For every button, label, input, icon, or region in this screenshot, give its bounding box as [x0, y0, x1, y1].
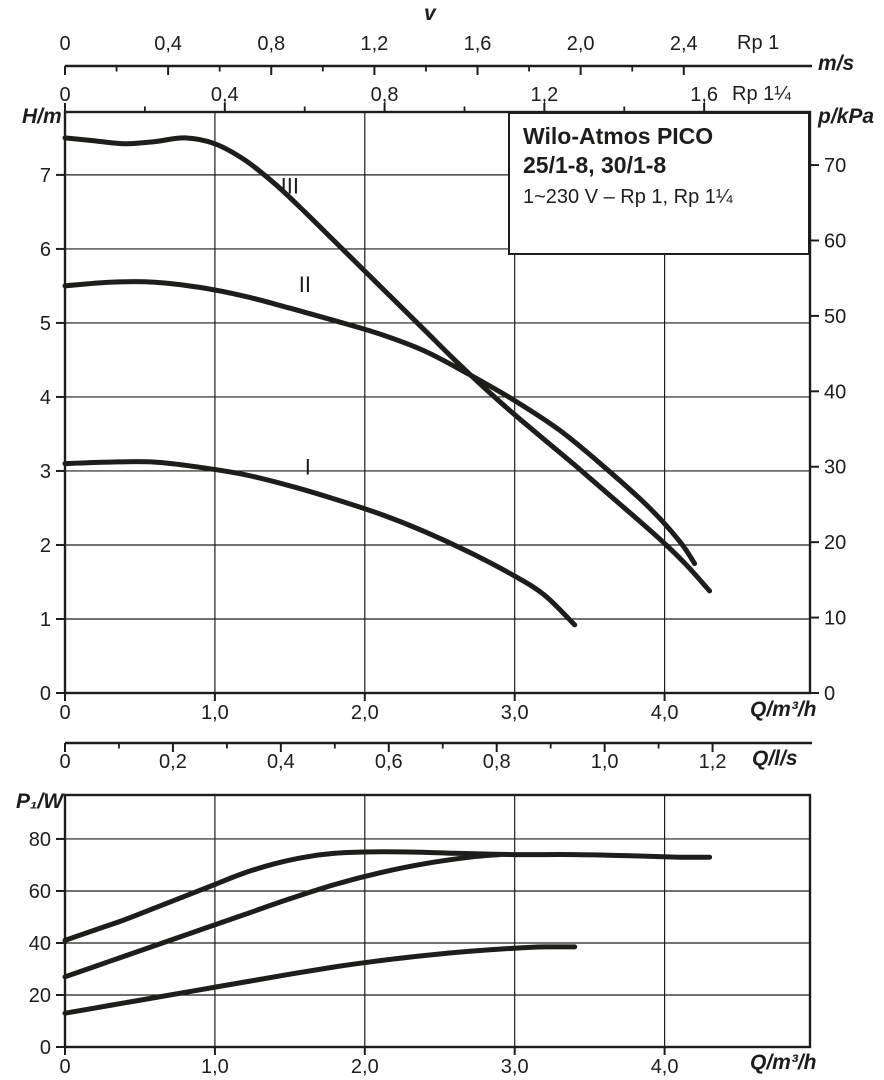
main-x-tick-label: 0 — [59, 702, 70, 724]
legend-subtitle: 1~230 V – Rp 1, Rp 1¼ — [523, 186, 733, 208]
rp1-scale-label: Rp 1 — [737, 32, 780, 54]
power-y-tick-label: 80 — [29, 829, 51, 851]
velocity-rp1-tick-label: 2,4 — [670, 33, 698, 55]
head-curve-I — [62, 459, 578, 628]
power-x-tick-label: 3,0 — [501, 1056, 529, 1078]
power-y-tick-label: 0 — [40, 1037, 51, 1059]
pressure-tick-label: 30 — [824, 457, 846, 479]
velocity-rp114-tick-label: 0 — [59, 84, 70, 106]
flow-ls-tick-label: 0,8 — [483, 751, 511, 773]
main-y-tick-label: 2 — [40, 535, 51, 557]
flow-ls-tick-label: 0,6 — [375, 751, 403, 773]
power-curve-II — [62, 852, 503, 980]
power-x-tick-label: 4,0 — [651, 1056, 679, 1078]
rp114-scale-label: Rp 1¼ — [732, 83, 791, 105]
main-x-tick-label: 3,0 — [501, 702, 529, 724]
flow-ls-tick-label: 0,2 — [159, 751, 187, 773]
main-y-tick-label: 3 — [40, 461, 51, 483]
velocity-rp1-tick-label: 0,4 — [154, 33, 182, 55]
main-y-tick-label: 4 — [40, 387, 51, 409]
head-curve-II — [62, 279, 698, 566]
power-chart-border — [63, 793, 812, 1049]
velocity-rp1-tick-label: 0 — [59, 33, 70, 55]
head-axis-label: H/m — [22, 105, 62, 128]
velocity-axis-title: v — [424, 2, 436, 25]
main-y-tick-label: 5 — [40, 313, 51, 335]
pressure-tick-label: 50 — [824, 306, 846, 328]
pressure-tick-label: 70 — [824, 155, 846, 177]
power-y-tick-label: 20 — [29, 985, 51, 1007]
pressure-tick-label: 10 — [824, 608, 846, 630]
main-y-tick-label: 1 — [40, 609, 51, 631]
flow-ls-tick-label: 0,4 — [267, 751, 295, 773]
flow-axis-label-main: Q/m³/h — [750, 698, 817, 721]
velocity-rp1-tick-label: 2,0 — [567, 33, 595, 55]
curve-label-III: III — [281, 173, 299, 198]
power-curve-III — [62, 849, 713, 943]
flow-ls-axis-label: Q/l/s — [752, 747, 798, 770]
pressure-tick-label: 40 — [824, 381, 846, 403]
power-y-tick-label: 40 — [29, 933, 51, 955]
velocity-rp114-tick-label: 0,8 — [371, 84, 399, 106]
legend-title-line1: Wilo-Atmos PICO — [523, 123, 714, 149]
velocity-rp1-tick-label: 0,8 — [257, 33, 285, 55]
main-x-tick-label: 1,0 — [201, 702, 229, 724]
pressure-axis-label: p/kPa — [818, 105, 875, 128]
velocity-rp1-tick-label: 1,2 — [360, 33, 388, 55]
power-x-tick-label: 1,0 — [201, 1056, 229, 1078]
velocity-rp114-tick-label: 1,6 — [690, 84, 718, 106]
velocity-rp1-tick-label: 1,6 — [464, 33, 492, 55]
flow-ls-tick-label: 0 — [59, 751, 70, 773]
main-y-tick-label: 0 — [40, 683, 51, 705]
curve-label-II: II — [299, 272, 311, 297]
flow-axis-label-bottom: Q/m³/h — [750, 1051, 817, 1074]
main-y-tick-label: 6 — [40, 239, 51, 261]
curve-label-I: I — [305, 455, 311, 480]
pressure-tick-label: 60 — [824, 230, 846, 252]
power-y-tick-label: 60 — [29, 881, 51, 903]
legend-title-line2: 25/1-8, 30/1-8 — [523, 152, 667, 178]
main-chart-border — [63, 110, 812, 695]
head-curve-III — [62, 135, 713, 594]
flow-ls-tick-label: 1,0 — [591, 751, 619, 773]
main-x-tick-label: 4,0 — [651, 702, 679, 724]
velocity-unit-label: m/s — [818, 52, 855, 75]
main-y-tick-label: 7 — [40, 165, 51, 187]
legend-box: Wilo-Atmos PICO 25/1-8, 30/1-8 1~230 V –… — [508, 112, 810, 255]
power-axis-label: P₁/W — [16, 790, 64, 813]
velocity-rp114-tick-label: 0,4 — [211, 84, 239, 106]
power-curve-I — [62, 944, 578, 1016]
power-x-tick-label: 0 — [59, 1056, 70, 1078]
main-x-tick-label: 2,0 — [351, 702, 379, 724]
flow-ls-tick-label: 1,2 — [699, 751, 727, 773]
velocity-rp114-tick-label: 1,2 — [530, 84, 558, 106]
power-x-tick-label: 2,0 — [351, 1056, 379, 1078]
pressure-tick-label: 0 — [824, 683, 835, 705]
pressure-tick-label: 20 — [824, 532, 846, 554]
